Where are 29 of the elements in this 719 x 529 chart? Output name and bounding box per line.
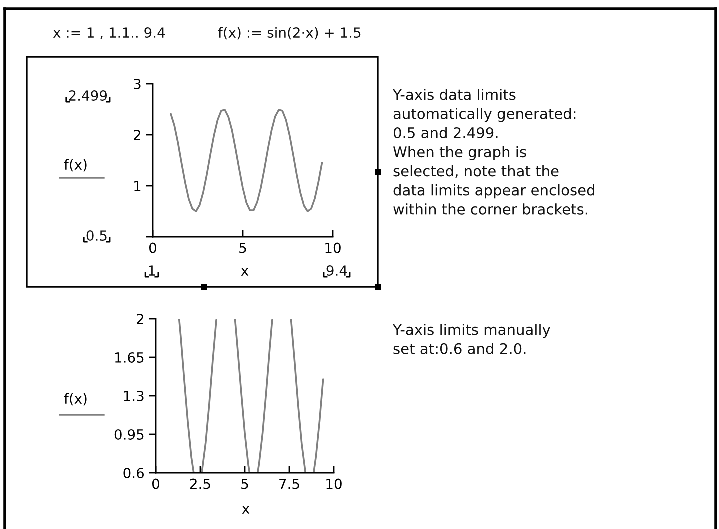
text: Y-axis limits manually set at:0.6 and 2.0.: [392, 324, 550, 354]
text: 9.4: [326, 266, 348, 276]
x-tick-label: 5: [240, 242, 246, 254]
y-tick-label: 1: [134, 181, 141, 192]
y-axis-title: f(x): [64, 159, 87, 172]
x-tick-label: 0: [149, 242, 156, 254]
text: f(x) := sin(2·x) + 1.5: [218, 27, 361, 40]
text: 2.499: [69, 90, 108, 102]
y-tick-label: 2: [134, 130, 140, 140]
y-tick-label: 0.95: [114, 429, 144, 440]
x-tick-label: 0: [152, 478, 160, 490]
x-tick-label: 5: [242, 478, 248, 490]
text: Y-axis data limits automatically generated: 0.5 and 2.499. When the graph is selected, note that the data limits appear enclosed within the corner brackets.: [392, 89, 594, 215]
y-tick-label: 3: [134, 78, 141, 90]
x-tick-label: 10: [326, 242, 341, 254]
y-tick-label: 0.6: [124, 468, 144, 478]
y-axis-title: f(x): [64, 393, 87, 406]
x-tick-label: 2.5: [190, 478, 210, 490]
y-tick-label: 2: [137, 314, 144, 324]
text: 1: [149, 266, 156, 276]
x-axis-title: x: [242, 506, 250, 514]
x-tick-label: 10: [326, 478, 342, 490]
text: x := 1 , 1.1.. 9.4: [53, 28, 166, 40]
line-series: [170, 109, 324, 212]
text: 0.5: [86, 230, 107, 242]
y-tick-label: 1.65: [115, 352, 144, 363]
x-axis-title: x: [241, 268, 249, 276]
y-tick-label: 1.3: [124, 390, 144, 402]
x-tick-label: 7.5: [280, 478, 300, 490]
